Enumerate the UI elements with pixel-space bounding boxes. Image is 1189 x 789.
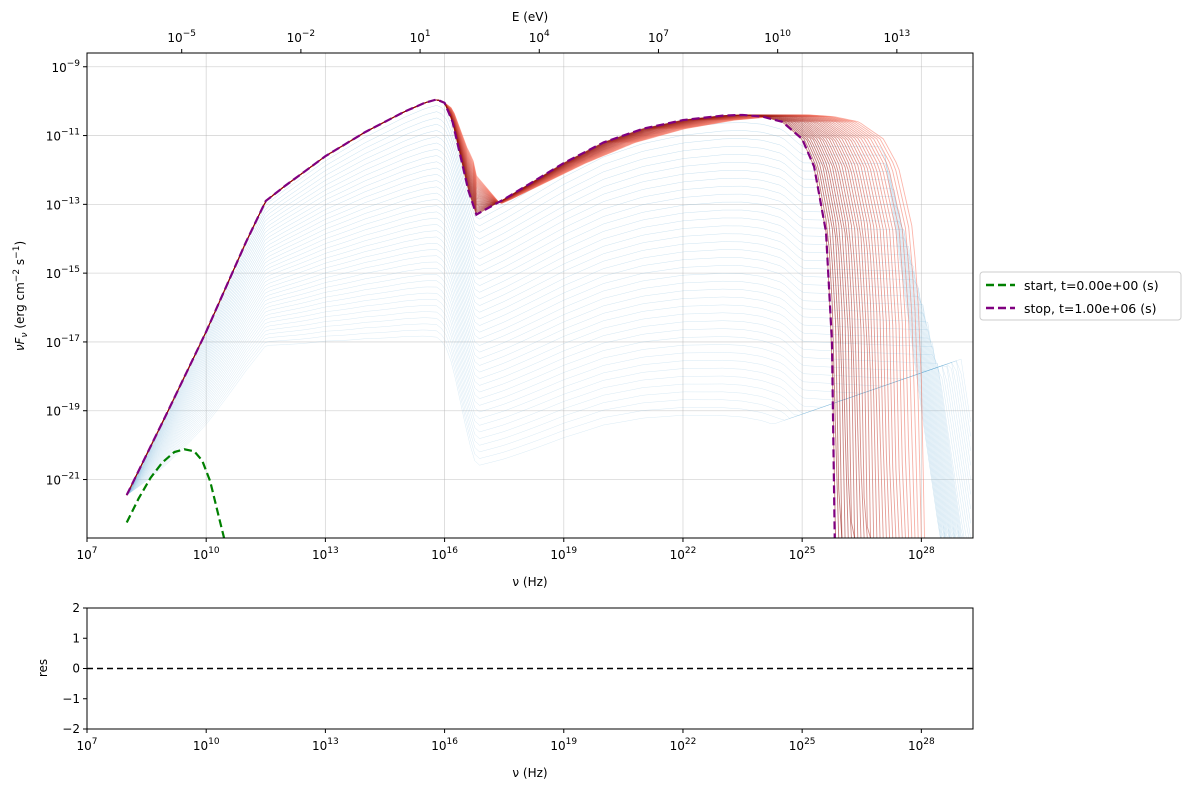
y-tick-label: 10−19 xyxy=(46,403,81,419)
main-x-ticks: 107 1010 1013 1016 1019 1022 1025 1028 xyxy=(76,538,935,562)
evolution-curve xyxy=(126,261,964,538)
evolution-curve xyxy=(126,335,971,496)
res-y-tick-label: −2 xyxy=(62,722,80,736)
evolution-curve xyxy=(126,205,955,538)
x-tick-label: 1019 xyxy=(550,546,577,562)
main-series xyxy=(125,98,836,538)
evolution-curve xyxy=(126,305,971,496)
top-x-tick-label: 10−2 xyxy=(287,29,316,45)
residual-y-ticks: 2 1 0 −1 −2 xyxy=(62,601,87,736)
legend-stop-label: stop, t=1.00e+06 (s) xyxy=(1024,301,1156,316)
x-tick-label: 1016 xyxy=(431,546,458,562)
legend-start-label: start, t=0.00e+00 (s) xyxy=(1024,278,1159,293)
main-x-axis-label: ν (Hz) xyxy=(512,575,547,589)
evolution-curve xyxy=(126,317,971,496)
top-x-tick-label: 101 xyxy=(410,29,431,45)
evolution-curve xyxy=(126,117,943,538)
evolution-curve xyxy=(126,255,963,538)
res-y-tick-label: 0 xyxy=(72,662,80,676)
top-x-axis-label: E (eV) xyxy=(512,10,548,24)
x-tick-label: 1028 xyxy=(908,546,935,562)
res-x-tick-label: 1016 xyxy=(431,737,458,753)
evolution-curve xyxy=(126,155,949,538)
main-y-ticks: 10−9 10−11 10−13 10−15 10−17 10−19 10−21 xyxy=(46,59,87,488)
res-x-tick-label: 1022 xyxy=(670,737,697,753)
top-x-ticks: 10−5 10−2 101 104 107 1010 1013 xyxy=(167,29,910,53)
res-y-tick-label: 1 xyxy=(72,631,80,645)
evolution-curve xyxy=(126,292,971,524)
residual-panel: 107 1010 1013 1016 1019 1022 1025 1028 210−1−2 … xyxy=(36,601,974,780)
res-x-tick-label: 1028 xyxy=(908,737,935,753)
x-tick-label: 1025 xyxy=(789,546,816,562)
res-x-tick-label: 1010 xyxy=(193,737,220,753)
x-tick-label: 107 xyxy=(76,546,97,562)
evolution-curve xyxy=(126,242,960,538)
residual-x-ticks: 107 1010 1013 1016 1019 1022 1025 1028 xyxy=(76,729,935,753)
evolution-curve xyxy=(126,161,950,538)
res-x-tick-label: 1013 xyxy=(312,737,339,753)
evolution-curve xyxy=(126,274,968,538)
top-x-tick-label: 10−5 xyxy=(167,29,196,45)
evolution-curve xyxy=(126,123,944,538)
evolution-curve xyxy=(126,249,961,538)
evolution-curve xyxy=(126,280,970,538)
residual-y-axis-label: res xyxy=(36,659,50,677)
top-x-tick-label: 104 xyxy=(529,29,550,45)
evolution-curve xyxy=(126,267,965,538)
main-axes-frame xyxy=(86,52,974,539)
evolution-curve xyxy=(126,311,971,496)
x-tick-label: 1013 xyxy=(312,546,339,562)
sed-panel: 107 1010 1013 1016 1019 1022 1025 1028 10−9 10−1… xyxy=(12,10,974,589)
y-tick-label: 10−21 xyxy=(46,472,80,488)
stop-curve xyxy=(125,98,836,538)
evolution-curve xyxy=(126,299,971,509)
x-tick-label: 1022 xyxy=(670,546,697,562)
y-tick-label: 10−15 xyxy=(46,265,80,281)
res-x-tick-label: 1025 xyxy=(789,737,816,753)
y-tick-label: 10−17 xyxy=(46,334,80,350)
legend: start, t=0.00e+00 (s) stop, t=1.00e+06 (… xyxy=(979,271,1182,321)
x-tick-label: 1010 xyxy=(193,546,220,562)
res-x-tick-label: 1019 xyxy=(550,737,577,753)
evolution-curve xyxy=(126,167,950,538)
top-x-tick-label: 1010 xyxy=(764,29,791,45)
legend-box xyxy=(979,271,1182,321)
top-x-tick-label: 107 xyxy=(648,29,669,45)
y-tick-label: 10−13 xyxy=(46,196,80,212)
res-y-tick-label: 2 xyxy=(72,601,80,615)
evolution-curve xyxy=(126,286,971,538)
evolution-curve xyxy=(126,323,971,496)
evolution-curve xyxy=(126,142,946,538)
y-tick-label: 10−11 xyxy=(46,128,80,144)
res-y-tick-label: −1 xyxy=(62,692,80,706)
evolution-curve xyxy=(126,329,971,496)
residual-x-axis-label: ν (Hz) xyxy=(512,766,547,780)
main-y-axis-label: νFν (erg cm−2 s−1) xyxy=(12,241,30,351)
evolution-curve xyxy=(126,180,952,538)
res-x-tick-label: 107 xyxy=(76,737,97,753)
y-tick-label: 10−9 xyxy=(51,59,80,75)
evolution-curve xyxy=(126,136,946,538)
top-x-tick-label: 1013 xyxy=(883,29,910,45)
start-curve xyxy=(125,448,226,538)
evolution-curve xyxy=(126,186,953,538)
evolution-curves xyxy=(126,99,973,538)
